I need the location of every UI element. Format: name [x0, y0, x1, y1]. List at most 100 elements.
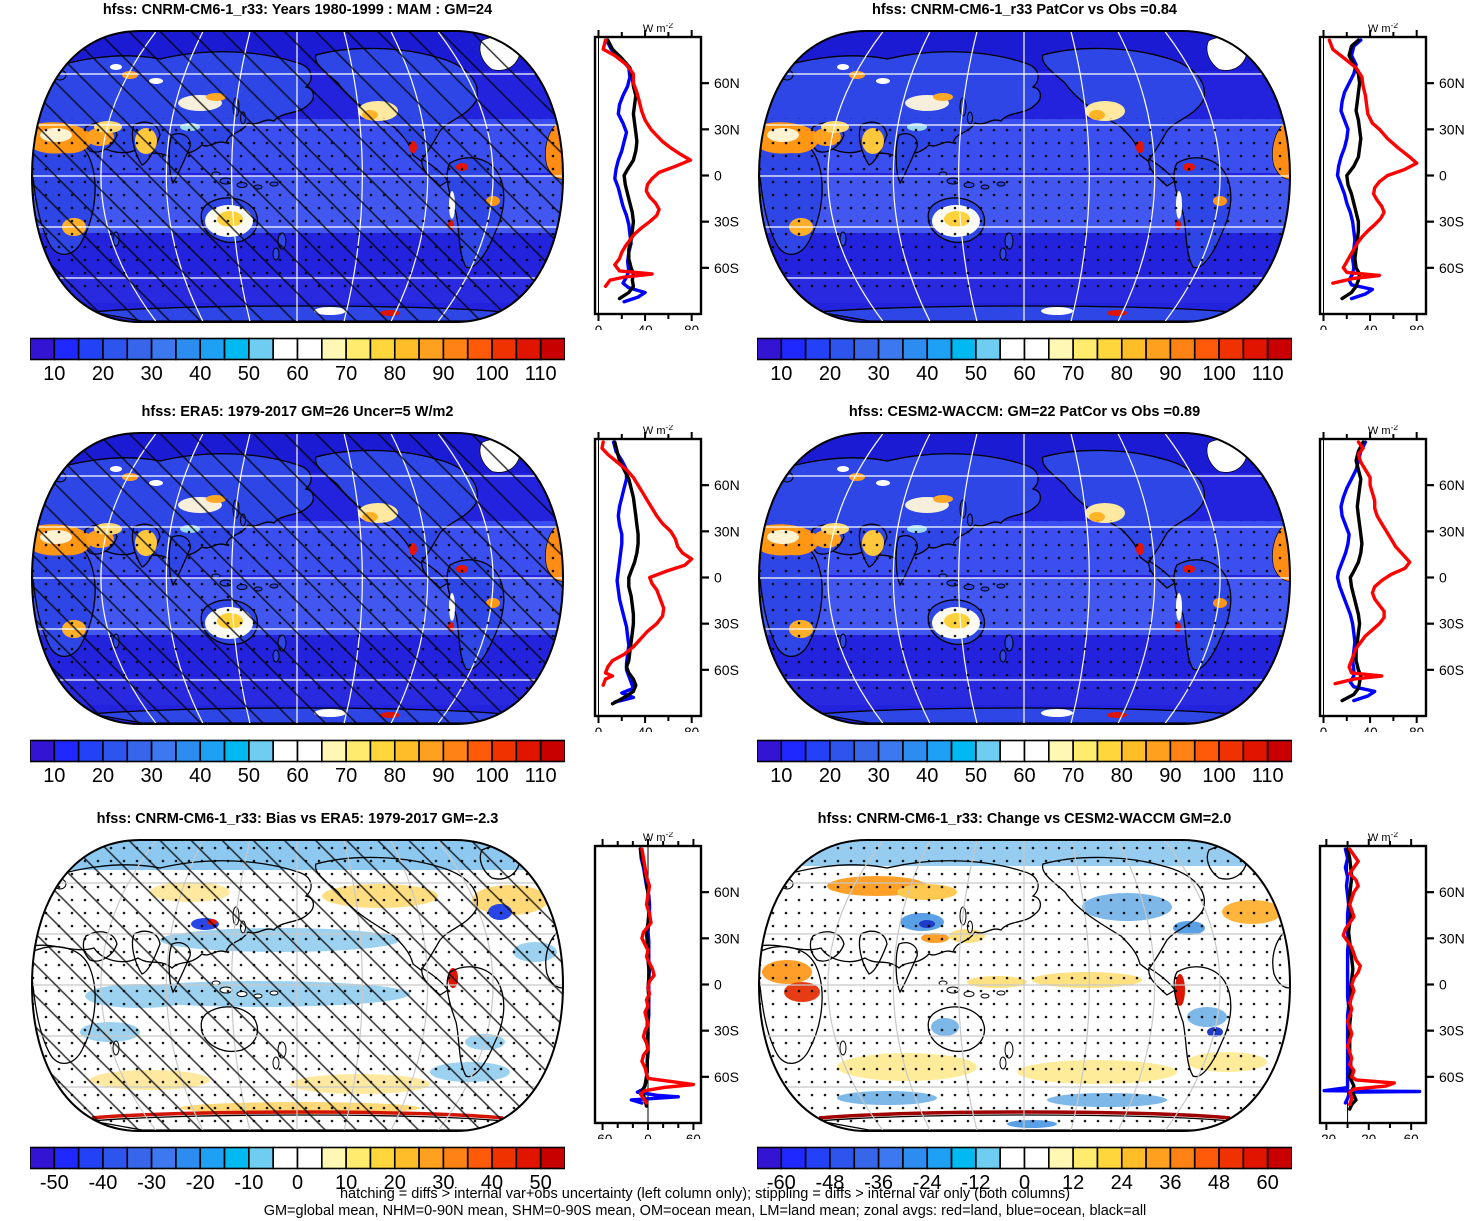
svg-text:30S: 30S	[1439, 214, 1464, 230]
svg-text:0: 0	[595, 725, 603, 732]
svg-text:100: 100	[475, 765, 508, 785]
svg-text:50: 50	[238, 363, 260, 383]
colorbar: 10 20 30 40 50 60 70 80 90 100 110	[30, 739, 565, 785]
svg-text:110: 110	[525, 765, 557, 785]
svg-text:70: 70	[335, 363, 357, 383]
svg-text:30: 30	[867, 363, 889, 383]
svg-text:0: 0	[714, 168, 722, 184]
svg-text:10: 10	[43, 765, 65, 785]
svg-text:-48: -48	[816, 1172, 845, 1192]
svg-text:20: 20	[384, 1172, 406, 1192]
svg-text:90: 90	[432, 363, 454, 383]
svg-text:30: 30	[140, 363, 162, 383]
svg-text:70: 70	[1062, 765, 1084, 785]
svg-text:40: 40	[916, 363, 938, 383]
svg-text:20: 20	[1361, 1132, 1376, 1139]
svg-text:-12: -12	[961, 1172, 990, 1192]
svg-text:60S: 60S	[1439, 260, 1464, 276]
svg-text:W m-2: W m-2	[1368, 832, 1398, 844]
svg-text:60S: 60S	[1439, 662, 1464, 678]
svg-text:10: 10	[770, 765, 792, 785]
svg-text:60: 60	[1257, 1172, 1279, 1192]
svg-text:-24: -24	[913, 1172, 942, 1192]
svg-text:10: 10	[43, 363, 65, 383]
svg-text:80: 80	[1409, 725, 1424, 732]
panel-bottom-left: hfss: CNRM-CM6-1_r33: Bias vs ERA5: 1979…	[0, 811, 775, 1192]
svg-text:40: 40	[638, 323, 653, 330]
svg-text:90: 90	[1159, 765, 1181, 785]
colorbar: -50 -40 -30 -20 -10 0 10 20 30 40 50	[30, 1146, 565, 1192]
svg-text:100: 100	[475, 363, 508, 383]
svg-text:20: 20	[819, 363, 841, 383]
svg-text:40: 40	[916, 765, 938, 785]
svg-text:-40: -40	[89, 1172, 118, 1192]
svg-text:60S: 60S	[1439, 1069, 1464, 1085]
svg-text:110: 110	[525, 363, 557, 383]
svg-text:100: 100	[1202, 363, 1235, 383]
svg-text:60S: 60S	[714, 260, 739, 276]
svg-text:60: 60	[1404, 1132, 1419, 1139]
svg-text:W m-2: W m-2	[643, 23, 673, 35]
svg-text:30: 30	[432, 1172, 454, 1192]
panel-title: hfss: CNRM-CM6-1_r33 PatCor vs Obs =0.84	[871, 2, 1177, 18]
svg-text:-10: -10	[234, 1172, 263, 1192]
svg-text:0: 0	[1320, 725, 1328, 732]
zonal-mean-plot: W m-2 0 40 80 60N 30N 0 30S 60S	[1318, 425, 1465, 732]
panel-title: hfss: CNRM-CM6-1_r33: Change vs CESM2-WA…	[817, 811, 1232, 827]
svg-text:70: 70	[335, 765, 357, 785]
svg-text:W m-2: W m-2	[1368, 425, 1398, 437]
svg-text:40: 40	[1363, 323, 1378, 330]
panel-title: hfss: CESM2-WACCM: GM=22 PatCor vs Obs =…	[848, 404, 1201, 420]
svg-text:30N: 30N	[714, 523, 740, 539]
panel-title: hfss: ERA5: 1979-2017 GM=26 Uncer=5 W/m2	[141, 404, 454, 420]
svg-text:60N: 60N	[1439, 884, 1465, 900]
world-map	[757, 839, 1292, 1132]
panel-middle-right: hfss: CESM2-WACCM: GM=22 PatCor vs Obs =…	[745, 404, 1483, 785]
svg-text:60N: 60N	[1439, 75, 1465, 91]
svg-text:30: 30	[140, 765, 162, 785]
svg-text:50: 50	[530, 1172, 552, 1192]
colorbar: 10 20 30 40 50 60 70 80 90 100 110	[757, 739, 1292, 785]
world-map	[30, 839, 565, 1132]
svg-text:80: 80	[384, 765, 406, 785]
svg-text:110: 110	[1252, 765, 1284, 785]
svg-text:24: 24	[1111, 1172, 1133, 1192]
svg-text:0: 0	[1439, 168, 1447, 184]
panel-bottom-right: hfss: CNRM-CM6-1_r33: Change vs CESM2-WA…	[745, 811, 1483, 1192]
svg-text:-50: -50	[40, 1172, 69, 1192]
svg-text:40: 40	[189, 363, 211, 383]
svg-text:0: 0	[1320, 323, 1328, 330]
svg-text:-36: -36	[864, 1172, 893, 1192]
svg-text:30S: 30S	[1439, 616, 1464, 632]
figure-caption: hatching = diffs > internal var+obs unce…	[0, 1186, 1410, 1219]
svg-text:60S: 60S	[714, 662, 739, 678]
svg-text:30N: 30N	[714, 121, 740, 137]
svg-text:40: 40	[638, 725, 653, 732]
caption-line-2: GM=global mean, NHM=0-90N mean, SHM=0-90…	[263, 1202, 1147, 1219]
svg-text:0: 0	[1019, 1172, 1030, 1192]
caption-line-1: hatching = diffs > internal var+obs unce…	[339, 1186, 1071, 1202]
svg-text:80: 80	[384, 363, 406, 383]
svg-text:12: 12	[1062, 1172, 1084, 1192]
svg-text:60N: 60N	[714, 884, 740, 900]
svg-text:30S: 30S	[714, 1023, 739, 1039]
svg-text:0: 0	[644, 1132, 652, 1139]
svg-text:0: 0	[1439, 977, 1447, 993]
svg-text:W m-2: W m-2	[1368, 23, 1398, 35]
svg-text:0: 0	[714, 977, 722, 993]
svg-text:30S: 30S	[714, 214, 739, 230]
zonal-mean-plot: W m-2 0 40 80 60N 30N 0 30S 60S	[593, 425, 740, 732]
world-map	[30, 432, 565, 725]
svg-text:40: 40	[1363, 725, 1378, 732]
svg-text:-30: -30	[137, 1172, 166, 1192]
svg-text:50: 50	[965, 363, 987, 383]
zonal-mean-plot: W m-2-6006060N30N030S60S	[593, 832, 740, 1139]
svg-text:60N: 60N	[714, 477, 740, 493]
svg-text:-20: -20	[186, 1172, 215, 1192]
world-map	[757, 30, 1292, 323]
svg-text:50: 50	[965, 765, 987, 785]
panel-middle-left: hfss: ERA5: 1979-2017 GM=26 Uncer=5 W/m2…	[0, 404, 775, 785]
svg-text:30: 30	[867, 765, 889, 785]
svg-text:0: 0	[595, 323, 603, 330]
